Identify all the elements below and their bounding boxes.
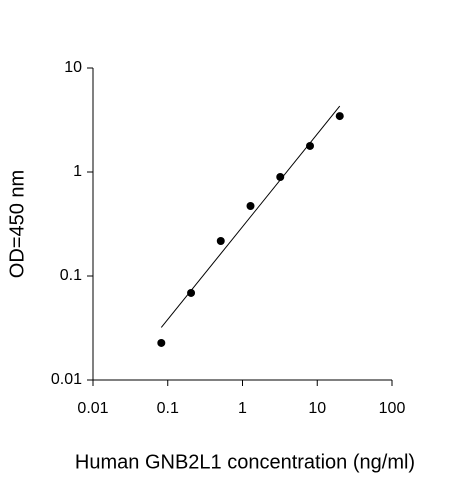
y-tick-label: 1	[73, 163, 82, 180]
y-tick-label: 0.1	[60, 267, 82, 284]
x-tick-label: 1	[238, 400, 247, 417]
y-tick-label: 10	[64, 59, 82, 76]
x-tick-label: 10	[308, 400, 326, 417]
data-point	[157, 338, 166, 347]
x-tick-label: 0.1	[157, 400, 179, 417]
data-point	[246, 202, 255, 211]
x-tick-label: 100	[379, 400, 406, 417]
data-point	[187, 288, 196, 297]
data-point	[216, 237, 225, 246]
data-point	[276, 173, 285, 182]
y-tick-label: 0.01	[51, 371, 82, 388]
x-axis-label: Human GNB2L1 concentration (ng/ml)	[75, 451, 415, 473]
x-tick-label: 0.01	[77, 400, 108, 417]
data-point	[335, 112, 344, 121]
y-axis-label: OD=450 nm	[6, 170, 28, 278]
data-point	[306, 141, 315, 150]
